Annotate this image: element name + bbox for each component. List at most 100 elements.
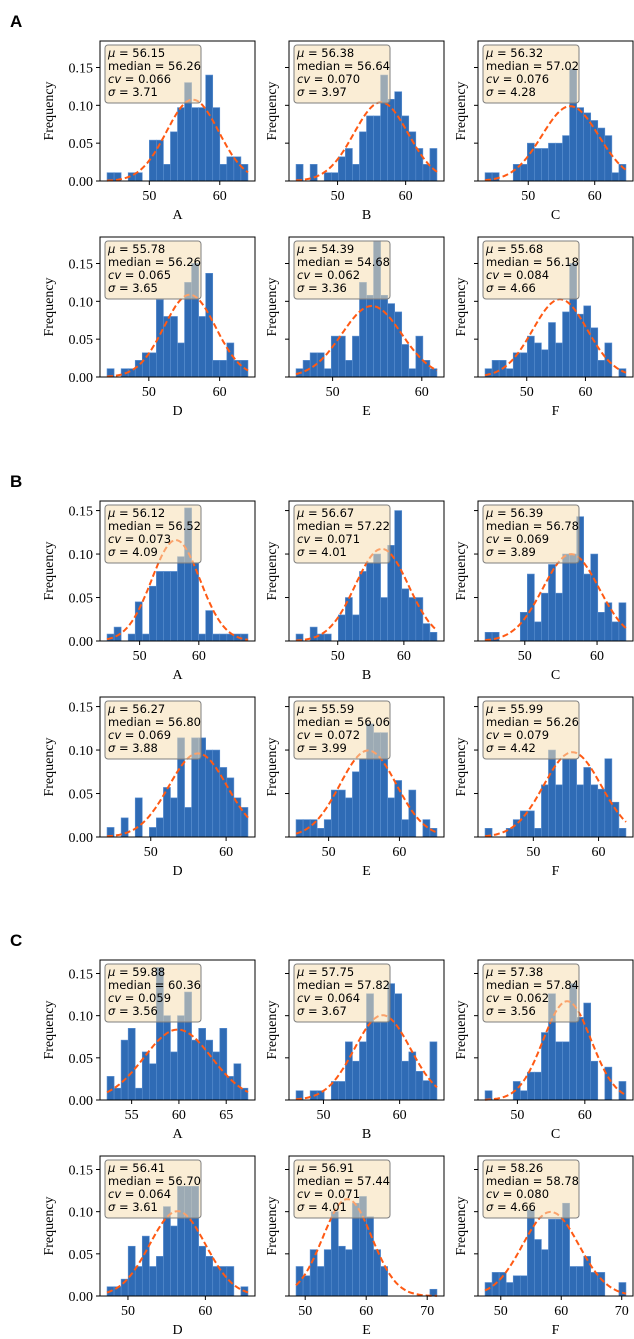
- x-tick-label: 50: [510, 1108, 524, 1123]
- stat-value: = 56.80: [151, 715, 201, 729]
- x-tick-label: 60: [578, 1108, 592, 1123]
- stat-median: median = 56.18: [486, 255, 579, 269]
- stat-label: μ: [485, 965, 493, 979]
- y-axis-label: Frequency: [42, 541, 57, 600]
- normal-fit-curve: [106, 98, 249, 182]
- histogram-bar: [519, 352, 528, 378]
- stat-value: = 0.069: [121, 728, 171, 742]
- stat-value: = 3.56: [493, 1004, 536, 1018]
- stat-label: cv: [108, 1187, 121, 1201]
- x-axis-label: A: [172, 208, 183, 223]
- axes-frame: [99, 236, 256, 378]
- histogram-bar: [198, 107, 206, 182]
- histogram-bar: [205, 1039, 214, 1101]
- histogram-bar: [618, 602, 627, 642]
- histogram-bar: [156, 571, 164, 642]
- stat-value: = 4.01: [304, 1200, 347, 1214]
- stat-value: = 57.38: [493, 965, 543, 979]
- x-axis-label: E: [362, 404, 371, 419]
- y-tick-label: 0.10: [69, 1206, 94, 1221]
- histogram-bar: [127, 633, 136, 642]
- histogram-bar: [309, 1249, 318, 1297]
- histogram-bar: [555, 1041, 563, 1101]
- y-tick-label: 0.10: [69, 1010, 94, 1025]
- histogram-bar: [177, 556, 185, 642]
- histogram-bar: [491, 632, 500, 642]
- histogram-bar: [345, 360, 353, 378]
- histogram-bar: [240, 807, 249, 838]
- y-tick-label: 0.10: [69, 295, 94, 310]
- stat-mu: μ = 56.38: [296, 46, 354, 60]
- stat-value: = 56.67: [304, 506, 354, 520]
- stat-value: = 4.42: [493, 741, 536, 755]
- histogram-bar: [534, 1239, 542, 1297]
- histogram-bar: [583, 305, 592, 378]
- histogram-bar: [170, 131, 178, 182]
- stat-label: μ: [107, 242, 115, 256]
- stat-value: = 0.062: [499, 991, 549, 1005]
- y-tick-label: 0.15: [69, 505, 94, 520]
- stat-label: cv: [486, 72, 499, 86]
- histogram-bar: [590, 327, 599, 378]
- stat-label: cv: [486, 532, 499, 546]
- stat-sigma: σ = 4.42: [486, 741, 536, 755]
- histogram-bar: [219, 1266, 228, 1297]
- normal-fit-curve: [484, 553, 627, 642]
- histogram-bar: [604, 758, 613, 838]
- stat-value: = 0.076: [499, 72, 549, 86]
- histogram-bar: [541, 349, 549, 378]
- axes-frame: [477, 959, 634, 1101]
- stat-label: median: [486, 519, 529, 533]
- histogram-bar: [429, 632, 438, 642]
- y-tick-label: 0.05: [69, 137, 94, 152]
- stat-value: = 4.66: [493, 281, 536, 295]
- stat-value: = 58.26: [493, 1161, 543, 1175]
- histogram-bar: [527, 142, 535, 182]
- stat-label: cv: [108, 268, 121, 282]
- x-axis-label: A: [172, 668, 183, 683]
- histogram-bar: [555, 342, 563, 378]
- stat-label: median: [297, 519, 340, 533]
- stats-box: [482, 240, 580, 300]
- histogram-bar: [429, 1041, 438, 1101]
- stat-label: median: [108, 1174, 151, 1188]
- stats-box: [293, 504, 391, 564]
- stat-label: median: [297, 255, 340, 269]
- histogram-bar: [597, 612, 606, 642]
- histogram-bar: [590, 120, 599, 182]
- stat-median: median = 56.26: [108, 59, 201, 73]
- stat-label: μ: [296, 702, 304, 716]
- histogram-bar: [212, 633, 221, 642]
- stat-cv: cv = 0.064: [108, 1187, 171, 1201]
- y-tick-label: 0.00: [69, 1094, 94, 1109]
- stats-box: [104, 44, 202, 104]
- histogram-bar: [170, 1051, 178, 1101]
- stat-value: = 3.71: [115, 85, 158, 99]
- histogram-bar: [316, 352, 325, 378]
- stat-median: median = 57.84: [486, 978, 579, 992]
- stat-value: = 4.01: [304, 545, 347, 559]
- stat-label: median: [486, 1174, 529, 1188]
- stats-box: [482, 44, 580, 104]
- stat-label: μ: [485, 242, 493, 256]
- axes-frame: [288, 959, 445, 1101]
- stats-box: [104, 240, 202, 300]
- stat-label: σ: [486, 741, 494, 755]
- stat-mu: μ = 56.67: [296, 506, 354, 520]
- histogram-bar: [366, 562, 374, 642]
- histogram-bar: [597, 127, 606, 182]
- y-tick-label: 0.05: [69, 1248, 94, 1263]
- stat-label: cv: [108, 728, 121, 742]
- stat-value: = 0.066: [121, 72, 171, 86]
- stat-mu: μ = 56.27: [107, 702, 165, 716]
- stat-sigma: σ = 3.61: [108, 1200, 158, 1214]
- histogram-bar: [576, 784, 584, 838]
- normal-fit-curve: [295, 101, 438, 182]
- histogram-bar: [149, 827, 157, 838]
- x-axis-label: B: [362, 208, 371, 223]
- stat-label: μ: [296, 965, 304, 979]
- stat-label: cv: [486, 991, 499, 1005]
- axes-frame: [477, 236, 634, 378]
